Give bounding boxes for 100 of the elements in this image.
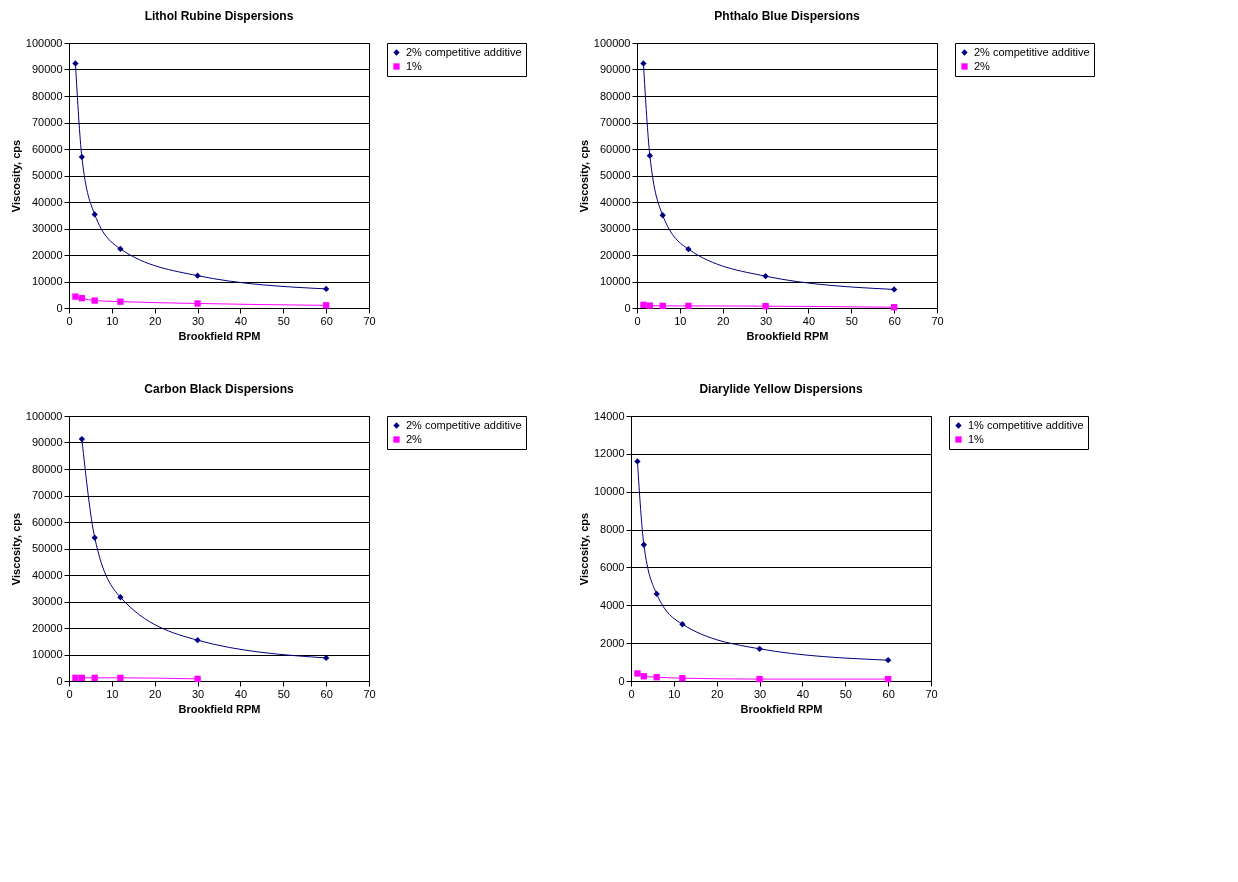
x-tick-label: 40 — [234, 687, 248, 700]
x-tick-label: 50 — [845, 314, 858, 327]
x-tick-label: 20 — [717, 314, 730, 327]
y-tick-label: 0 — [618, 674, 625, 687]
x-tick-label: 10 — [106, 687, 119, 700]
x-tick-label: 30 — [759, 314, 773, 327]
point — [679, 621, 686, 628]
chart-title: Carbon Black Dispersions — [144, 382, 295, 396]
point — [194, 300, 201, 307]
y-tick-label: 70000 — [31, 116, 63, 128]
x-tick-label: 40 — [234, 314, 248, 327]
y-axis-title: Viscosity, cps — [577, 512, 590, 586]
point — [91, 674, 98, 681]
y-tick-label: 90000 — [599, 63, 631, 75]
point — [78, 435, 86, 443]
point — [634, 670, 641, 677]
y-tick-label: 50000 — [599, 169, 631, 181]
y-tick-label: 10000 — [599, 275, 631, 287]
point — [653, 674, 660, 681]
y-tick-label: 20000 — [31, 248, 63, 261]
chart-title: Lithol Rubine Dispersions — [144, 9, 294, 23]
point — [78, 674, 86, 681]
y-tick-label: 20000 — [599, 248, 631, 261]
y-tick-label: 40000 — [599, 195, 631, 208]
y-tick-label: 10000 — [31, 648, 63, 660]
chart-title: Phthalo Blue Dispersions — [714, 9, 861, 23]
y-tick-label: 100000 — [25, 409, 63, 422]
point — [72, 60, 79, 67]
point — [640, 60, 647, 67]
x-axis-title: Brookfield RPM — [746, 329, 829, 342]
y-tick-label: 30000 — [31, 222, 63, 234]
x-tick-label: 60 — [320, 314, 333, 327]
x-tick-label: 10 — [668, 687, 681, 700]
point — [685, 246, 692, 253]
point — [685, 302, 692, 310]
x-tick-label: 10 — [674, 314, 687, 327]
legend-label: 1% competitive additive — [968, 418, 1084, 431]
y-tick-label: 80000 — [31, 462, 63, 475]
x-tick-label: 40 — [802, 314, 816, 327]
x-tick-label: 20 — [711, 687, 724, 700]
legend-label: 1% — [968, 432, 985, 445]
y-tick-label: 8000 — [600, 523, 625, 536]
x-tick-label: 60 — [888, 314, 901, 327]
chart-title: Diarylide Yellow Dispersions — [699, 382, 863, 396]
y-axis-title: Viscosity, cps — [577, 139, 590, 213]
y-tick-label: 0 — [56, 674, 63, 687]
point — [640, 673, 648, 680]
y-tick-label: 14000 — [593, 409, 625, 422]
y-tick-label: 10000 — [31, 275, 63, 287]
point — [78, 295, 86, 302]
y-tick-label: 60000 — [599, 142, 631, 155]
point — [679, 675, 686, 682]
point — [890, 304, 898, 311]
point — [78, 153, 86, 161]
y-tick-label: 2000 — [600, 636, 625, 649]
point — [117, 245, 124, 253]
x-tick-label: 10 — [106, 314, 119, 327]
x-tick-label: 0 — [66, 687, 73, 700]
y-tick-label: 6000 — [600, 560, 625, 573]
y-tick-label: 40000 — [31, 195, 63, 208]
point — [762, 302, 769, 310]
x-axis-title: Brookfield RPM — [740, 702, 823, 715]
x-tick-label: 70 — [931, 314, 944, 327]
x-tick-label: 70 — [363, 314, 376, 327]
legend-label: 2% — [406, 432, 423, 445]
point — [194, 675, 201, 683]
x-tick-label: 60 — [882, 687, 895, 700]
y-tick-label: 30000 — [31, 595, 63, 607]
point — [72, 674, 79, 681]
point — [659, 212, 666, 219]
legend-label: 2% competitive additive — [406, 418, 522, 431]
x-tick-label: 20 — [149, 687, 162, 700]
legend-label: 2% competitive additive — [406, 45, 522, 58]
point — [756, 645, 763, 652]
y-tick-label: 40000 — [31, 568, 63, 581]
point — [194, 637, 201, 644]
point — [640, 541, 648, 548]
x-tick-label: 50 — [277, 314, 290, 327]
point — [646, 302, 654, 309]
y-tick-label: 70000 — [31, 489, 63, 501]
y-tick-label: 50000 — [31, 542, 63, 554]
y-tick-label: 60000 — [31, 515, 63, 528]
point — [756, 675, 763, 683]
point — [762, 273, 769, 280]
point — [72, 293, 79, 300]
x-tick-label: 0 — [634, 314, 641, 327]
point — [884, 675, 892, 683]
point — [91, 211, 98, 218]
y-axis-title: Viscosity, cps — [9, 139, 22, 213]
x-tick-label: 30 — [191, 687, 205, 700]
point — [634, 458, 641, 465]
y-tick-label: 100000 — [25, 36, 63, 49]
y-tick-label: 80000 — [599, 89, 631, 102]
x-tick-label: 70 — [925, 687, 938, 700]
y-tick-label: 100000 — [593, 36, 631, 49]
x-tick-label: 20 — [149, 314, 162, 327]
x-tick-label: 30 — [191, 314, 205, 327]
y-axis-title: Viscosity, cps — [9, 512, 22, 586]
point — [646, 152, 654, 159]
x-tick-label: 0 — [66, 314, 73, 327]
